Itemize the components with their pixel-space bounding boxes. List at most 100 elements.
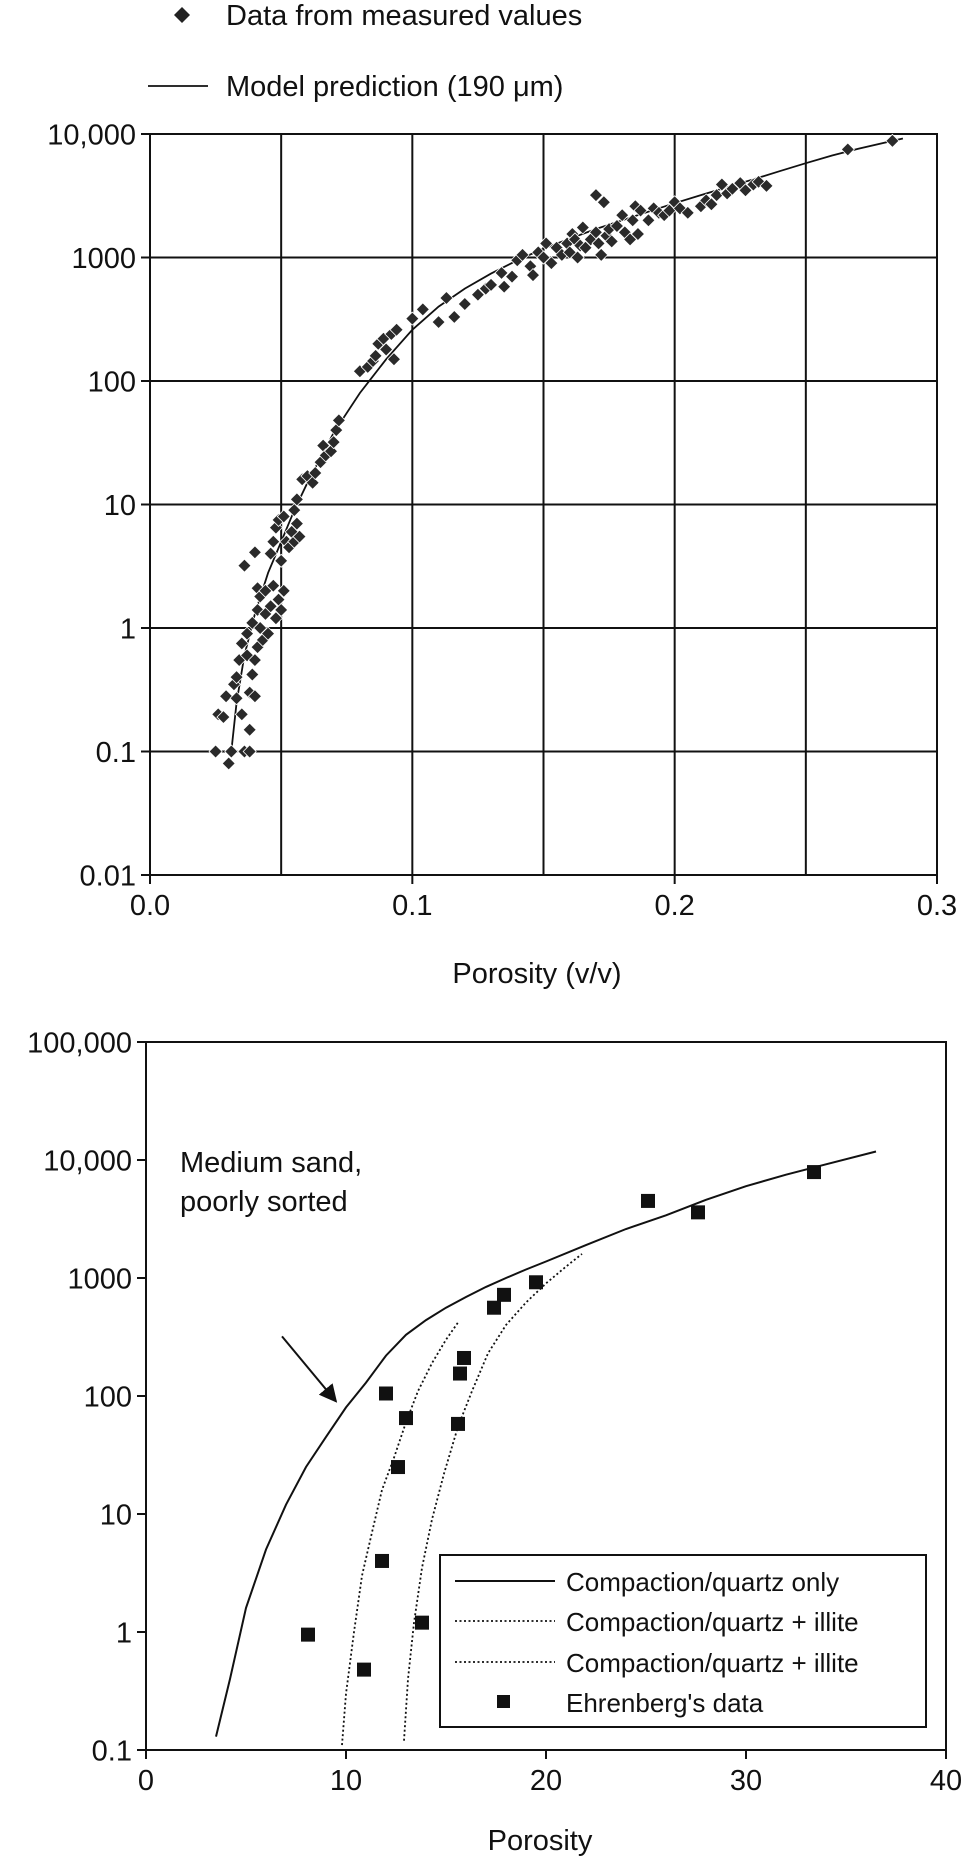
legend-diamond-marker bbox=[174, 7, 190, 23]
measured-data-point bbox=[570, 250, 585, 265]
measured-data-point bbox=[680, 205, 695, 220]
measured-data-point bbox=[221, 756, 236, 771]
chart-1-x-axis-label: Porosity (v/v) bbox=[452, 958, 621, 990]
y-tick-label: 10,000 bbox=[47, 119, 136, 151]
measured-data-point bbox=[630, 226, 646, 242]
measured-data-point bbox=[247, 652, 262, 668]
measured-data-point bbox=[224, 744, 239, 759]
measured-data-point bbox=[331, 413, 346, 428]
y-tick-label: 100,000 bbox=[27, 1027, 132, 1059]
measured-data-point bbox=[247, 689, 262, 704]
measured-data-point bbox=[234, 707, 249, 722]
legend-item-model: Model prediction (190 μm) bbox=[148, 71, 563, 103]
measured-data-point bbox=[415, 302, 430, 317]
ehrenberg-data-point bbox=[391, 1460, 405, 1475]
measured-data-point bbox=[504, 269, 520, 284]
chart-1-ticks: 0.0 0.1 0.2 0.3 0.01 0.1 1 10 100 1000 10,000 bbox=[47, 119, 957, 922]
legend-item-illite-1: Compaction/quartz + illite bbox=[455, 1607, 859, 1637]
measured-data-point bbox=[714, 177, 729, 192]
annotation-line-2: poorly sorted bbox=[180, 1186, 348, 1218]
measured-data-point bbox=[525, 268, 541, 283]
measured-data-point bbox=[885, 133, 900, 148]
ehrenberg-data-point bbox=[379, 1386, 393, 1401]
x-tick-label: 0.3 bbox=[917, 890, 957, 922]
measured-data-point bbox=[596, 195, 611, 210]
measured-data-point bbox=[704, 197, 719, 212]
chart-1-grid bbox=[150, 134, 937, 875]
measured-data-point bbox=[274, 553, 289, 568]
legend-square-marker bbox=[497, 1695, 510, 1708]
x-tick-label: 10 bbox=[330, 1765, 362, 1797]
y-tick-label: 1 bbox=[116, 1617, 132, 1649]
measured-data-point bbox=[326, 435, 341, 450]
measured-data-point bbox=[633, 203, 648, 218]
measured-data-point bbox=[276, 509, 291, 524]
measured-data-point bbox=[229, 670, 244, 685]
y-tick-label: 0.1 bbox=[92, 1735, 132, 1767]
y-tick-label: 100 bbox=[88, 366, 136, 398]
measured-data-point bbox=[447, 309, 462, 325]
measured-data-point bbox=[305, 475, 320, 490]
measured-data-point bbox=[379, 342, 394, 357]
measured-data-point bbox=[439, 290, 454, 306]
ehrenberg-data-point bbox=[399, 1411, 413, 1426]
measured-data-point bbox=[738, 183, 753, 198]
chart-1-legend: Data from measured values Model predicti… bbox=[148, 0, 582, 103]
measured-data-point bbox=[470, 287, 485, 302]
measured-data-point bbox=[268, 520, 283, 535]
legend-label-illite-2: Compaction/quartz + illite bbox=[566, 1648, 859, 1678]
measured-data-point bbox=[260, 626, 276, 641]
measured-data-point bbox=[308, 465, 323, 481]
ehrenberg-data-point bbox=[807, 1165, 821, 1180]
legend-item-illite-2: Compaction/quartz + illite bbox=[455, 1648, 859, 1678]
legend-label-ehrenberg: Ehrenberg's data bbox=[566, 1688, 764, 1718]
measured-data-point bbox=[287, 503, 302, 518]
chart-1: Data from measured values Model predicti… bbox=[47, 0, 957, 990]
measured-data-point bbox=[609, 218, 625, 234]
chart-2-series bbox=[215, 1150, 877, 1746]
measured-data-point bbox=[759, 178, 774, 193]
ehrenberg-data-point bbox=[375, 1553, 389, 1568]
measured-data-point bbox=[544, 256, 559, 271]
measured-data-point bbox=[289, 516, 304, 531]
chart-1-series bbox=[208, 133, 904, 771]
measured-data-point bbox=[615, 208, 630, 223]
measured-data-point bbox=[588, 188, 604, 203]
ehrenberg-data-point bbox=[641, 1193, 655, 1208]
y-tick-label: 100 bbox=[84, 1381, 132, 1413]
ehrenberg-data-point bbox=[457, 1350, 471, 1365]
ehrenberg-data-point bbox=[301, 1627, 315, 1642]
ehrenberg-data-point bbox=[529, 1275, 543, 1290]
measured-data-point bbox=[628, 199, 643, 214]
measured-data-point bbox=[237, 558, 252, 573]
measured-data-point bbox=[840, 142, 855, 157]
measured-data-point bbox=[591, 236, 606, 251]
ehrenberg-data-point bbox=[497, 1287, 511, 1302]
legend-label-measured: Data from measured values bbox=[226, 0, 582, 32]
chart-2: 0 10 20 30 40 0.1 1 10 100 1000 10,000 100,000 Medi… bbox=[27, 1027, 962, 1856]
measured-data-point bbox=[266, 534, 281, 549]
x-tick-label: 20 bbox=[530, 1765, 562, 1797]
legend-item-ehrenberg: Ehrenberg's data bbox=[497, 1688, 764, 1718]
measured-data-point bbox=[247, 545, 262, 560]
y-tick-label: 10,000 bbox=[43, 1145, 132, 1177]
legend-item-measured: Data from measured values bbox=[174, 0, 582, 32]
ehrenberg-data-point bbox=[487, 1300, 501, 1315]
measured-data-point bbox=[575, 220, 590, 235]
measured-data-point bbox=[250, 602, 265, 618]
measured-data-point bbox=[229, 691, 244, 706]
y-tick-label: 0.1 bbox=[96, 737, 136, 769]
measured-data-point bbox=[588, 225, 604, 240]
x-tick-label: 0.2 bbox=[655, 890, 695, 922]
chart-2-legend: Compaction/quartz only Compaction/quartz… bbox=[439, 1554, 927, 1728]
y-tick-label: 10 bbox=[104, 490, 136, 522]
annotation-line-1: Medium sand, bbox=[180, 1147, 362, 1179]
x-tick-label: 30 bbox=[730, 1765, 762, 1797]
measured-data-point bbox=[276, 583, 291, 598]
measured-data-point bbox=[515, 247, 530, 262]
measured-data-point bbox=[242, 744, 257, 759]
legend-item-compaction-only: Compaction/quartz only bbox=[455, 1567, 839, 1597]
ehrenberg-data-point bbox=[451, 1416, 465, 1431]
x-tick-label: 0 bbox=[138, 1765, 154, 1797]
